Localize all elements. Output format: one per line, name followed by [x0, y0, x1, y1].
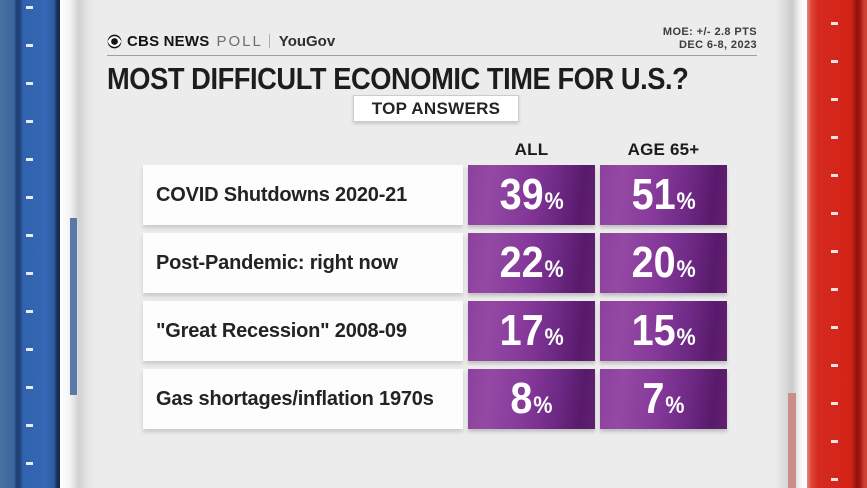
row-label: "Great Recession" 2008-09 — [143, 301, 463, 361]
value-cell-age65: 15% — [600, 301, 727, 361]
value-number: 51 — [631, 170, 676, 219]
cbs-eye-icon — [107, 34, 122, 49]
value-number: 15 — [631, 306, 676, 355]
value-number: 20 — [631, 238, 676, 287]
top-answers-label: TOP ANSWERS — [371, 98, 501, 118]
row-label: Gas shortages/inflation 1970s — [143, 369, 463, 429]
row-label: COVID Shutdowns 2020-21 — [143, 165, 463, 225]
value-cell-all: 39% — [468, 165, 595, 225]
value-cell-all: 17% — [468, 301, 595, 361]
poll-label: POLL — [216, 32, 263, 50]
percent-sign: % — [665, 392, 685, 419]
value-cell-age65: 20% — [600, 233, 727, 293]
percent-sign: % — [544, 256, 564, 283]
red-accent-bar — [788, 393, 796, 488]
value-cell-all: 22% — [468, 233, 595, 293]
poll-title: MOST DIFFICULT ECONOMIC TIME FOR U.S.? — [107, 61, 689, 96]
column-header-age65: AGE 65+ — [627, 140, 700, 159]
blue-accent-bar — [70, 218, 77, 395]
value-number: 7 — [642, 374, 665, 423]
value-number: 8 — [510, 374, 533, 423]
value-cell-age65: 7% — [600, 369, 727, 429]
percent-sign: % — [533, 392, 553, 419]
margin-of-error: MOE: +/- 2.8 PTS — [662, 26, 757, 38]
left-blue-rail — [0, 0, 60, 488]
percent-sign: % — [544, 188, 564, 215]
results-table: ALL AGE 65+ COVID Shutdowns 2020-21 39% … — [143, 140, 727, 429]
value-number: 39 — [499, 170, 544, 219]
percent-sign: % — [544, 324, 564, 351]
percent-sign: % — [676, 188, 696, 215]
row-label: Post-Pandemic: right now — [143, 233, 463, 293]
poll-dates: DEC 6-8, 2023 — [679, 39, 757, 51]
percent-sign: % — [676, 324, 696, 351]
value-cell-all: 8% — [468, 369, 595, 429]
header-spacer — [143, 142, 463, 157]
right-red-rail — [807, 0, 867, 488]
percent-sign: % — [676, 256, 696, 283]
poll-meta: MOE: +/- 2.8 PTS DEC 6-8, 2023 — [663, 26, 757, 52]
yougov-wordmark: YouGov — [278, 32, 336, 50]
column-header-all: ALL — [514, 140, 549, 159]
value-number: 22 — [499, 238, 544, 287]
header-rule — [107, 55, 757, 56]
right-rail-tick-marks — [831, 22, 838, 488]
left-rail-tick-marks — [26, 6, 33, 485]
page-edge-left — [60, 0, 96, 488]
top-answers-badge: TOP ANSWERS — [353, 95, 519, 122]
value-number: 17 — [499, 306, 544, 355]
value-cell-age65: 51% — [600, 165, 727, 225]
cbs-news-wordmark: CBS NEWS — [127, 32, 210, 50]
brand-divider — [268, 34, 270, 48]
brand-row: CBS NEWS POLL YouGov — [107, 32, 335, 50]
